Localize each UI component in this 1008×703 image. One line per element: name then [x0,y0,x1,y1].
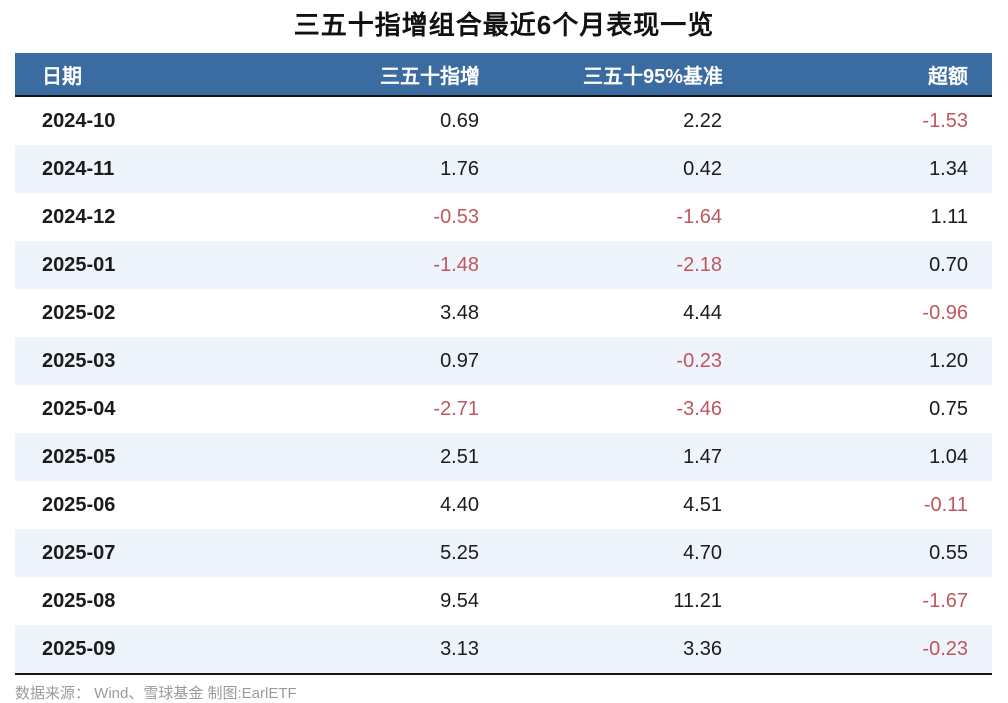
fund-value-cell: -0.53 [433,205,479,228]
fund-value-cell: 9.54 [440,589,479,612]
table-row: 2025-04 -2.71 -3.46 0.75 [15,385,992,433]
table-row: 2024-12 -0.53 -1.64 1.11 [15,193,992,241]
fund-value-cell: 3.48 [440,301,479,324]
table-row: 2025-05 2.51 1.47 1.04 [15,433,992,481]
excess-value-cell: -0.11 [923,493,968,516]
fund-value-cell: -1.48 [433,253,479,276]
performance-table: 日期 三五十指增 三五十95%基准 超额 2024-10 0.69 2.22 -… [15,53,992,675]
date-cell: 2024-11 [42,157,115,180]
date-cell: 2025-03 [42,349,116,372]
header-row: 日期 三五十指增 三五十95%基准 超额 [15,53,992,96]
fund-value-cell: 4.40 [440,493,479,516]
fund-value-cell: 1.76 [440,157,479,180]
fund-value-cell: 0.69 [440,109,479,132]
excess-value-cell: 0.70 [929,253,968,276]
date-cell: 2024-10 [42,109,116,132]
benchmark-value-cell: 11.21 [673,589,722,612]
table-row: 2025-06 4.40 4.51 -0.11 [15,481,992,529]
benchmark-value-cell: 1.47 [683,445,722,468]
fund-value-cell: 2.51 [440,445,479,468]
date-cell: 2025-01 [42,253,116,276]
excess-value-cell: 0.55 [929,541,968,564]
benchmark-value-cell: 0.42 [683,157,722,180]
column-header-fund: 三五十指增 [300,53,480,96]
excess-value-cell: -1.67 [922,589,968,612]
data-source-note: 数据来源： Wind、雪球基金 制图:EarlETF [15,685,297,702]
table-row: 2025-02 3.48 4.44 -0.96 [15,289,992,337]
benchmark-value-cell: -2.18 [676,253,722,276]
excess-value-cell: 1.11 [930,205,968,228]
date-cell: 2024-12 [42,205,116,228]
fund-value-cell: 3.13 [440,637,479,660]
excess-value-cell: 1.20 [929,349,968,372]
benchmark-value-cell: -1.64 [676,205,722,228]
table-row: 2025-07 5.25 4.70 0.55 [15,529,992,577]
table-header: 日期 三五十指增 三五十95%基准 超额 [15,53,992,96]
benchmark-value-cell: 4.70 [683,541,722,564]
excess-value-cell: -0.96 [922,301,968,324]
fund-value-cell: 0.97 [440,349,479,372]
fund-value-cell: -2.71 [433,397,479,420]
excess-value-cell: 1.34 [929,157,968,180]
fund-value-cell: 5.25 [440,541,479,564]
date-cell: 2025-04 [42,397,116,420]
excess-value-cell: -1.53 [922,109,968,132]
date-cell: 2025-07 [42,541,116,564]
benchmark-value-cell: 4.51 [683,493,722,516]
table-row: 2025-01 -1.48 -2.18 0.70 [15,241,992,289]
benchmark-value-cell: 3.36 [683,637,722,660]
table-row: 2024-10 0.69 2.22 -1.53 [15,96,992,145]
benchmark-value-cell: -3.46 [676,397,722,420]
column-header-date: 日期 [15,53,300,96]
date-cell: 2025-08 [42,589,116,612]
page-title: 三五十指增组合最近6个月表现一览 [293,10,715,40]
excess-value-cell: 0.75 [929,397,968,420]
table-row: 2024-11 1.76 0.42 1.34 [15,145,992,193]
excess-value-cell: 1.04 [929,445,968,468]
benchmark-value-cell: -0.23 [676,349,722,372]
benchmark-value-cell: 2.22 [683,109,722,132]
date-cell: 2025-05 [42,445,116,468]
excess-value-cell: -0.23 [922,637,968,660]
table-body: 2024-10 0.69 2.22 -1.53 2024-11 1.76 0.4… [15,96,992,674]
column-header-benchmark: 三五十95%基准 [480,53,723,96]
date-cell: 2025-09 [42,637,116,660]
benchmark-value-cell: 4.44 [683,301,722,324]
date-cell: 2025-02 [42,301,116,324]
date-cell: 2025-06 [42,493,116,516]
table-row: 2025-03 0.97 -0.23 1.20 [15,337,992,385]
table-row: 2025-08 9.54 11.21 -1.67 [15,577,992,625]
column-header-excess: 超额 [723,53,992,96]
table-row: 2025-09 3.13 3.36 -0.23 [15,625,992,674]
